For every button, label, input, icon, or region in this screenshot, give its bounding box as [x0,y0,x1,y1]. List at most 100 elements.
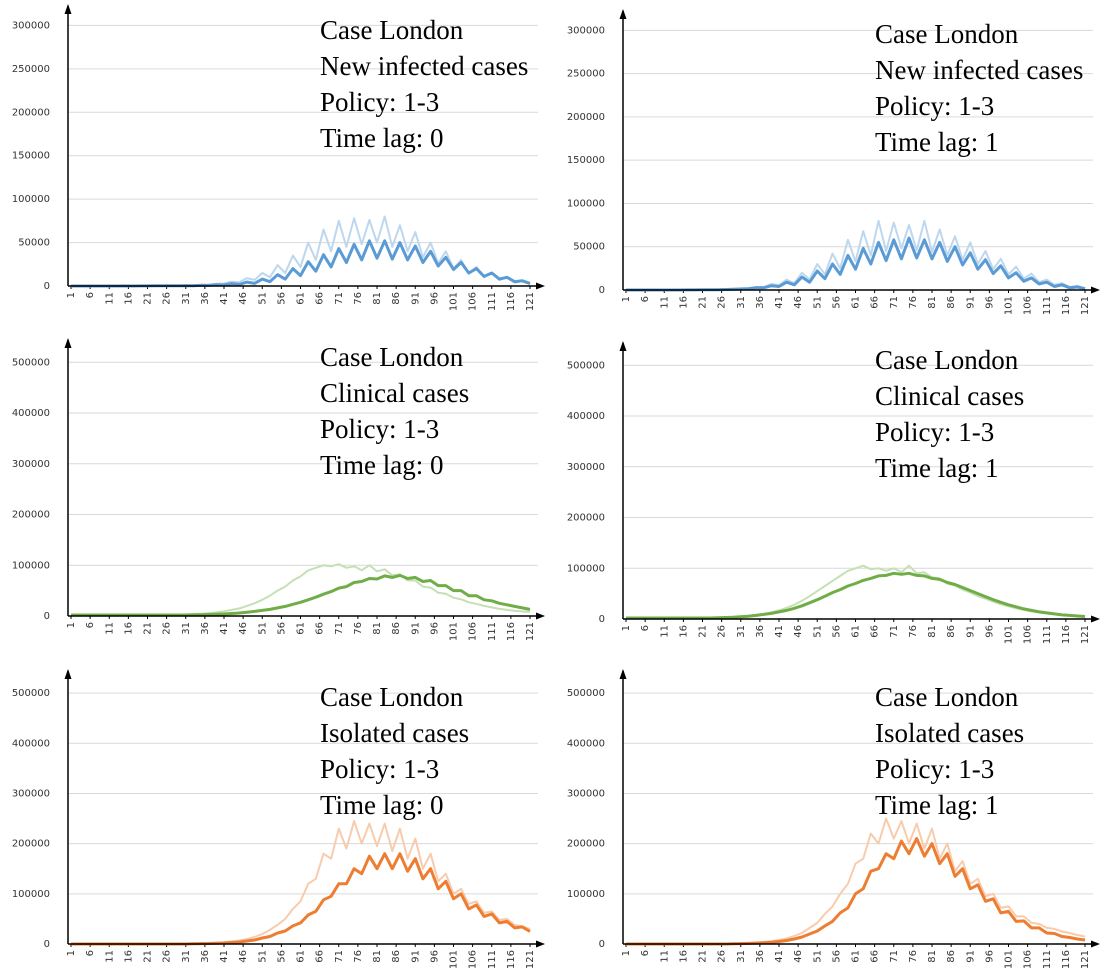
x-tick-label: 41 [219,950,230,963]
x-tick-label: 16 [123,950,134,963]
y-tick-label: 500000 [12,688,50,699]
y-tick-label: 100000 [567,889,605,900]
x-tick-label: 6 [640,625,651,631]
y-tick-label: 0 [599,285,605,296]
x-axis-arrow [536,612,545,620]
x-tick-label: 26 [162,292,173,305]
x-tick-label: 26 [717,625,728,638]
x-tick-label: 61 [851,950,862,963]
annotation: Case London [875,19,1019,49]
x-tick-label: 51 [812,296,823,309]
x-tick-label: 121 [1080,625,1091,644]
x-tick-label: 61 [296,622,307,635]
x-tick-label: 111 [1042,625,1053,644]
series-line [626,837,1086,946]
x-tick-label: 31 [736,625,747,638]
x-axis-arrow [536,940,545,948]
series-line [626,817,1086,945]
y-tick-label: 300000 [12,20,50,31]
x-tick-label: 41 [219,292,230,305]
x-tick-label: 41 [774,950,785,963]
y-tick-label: 200000 [12,510,50,521]
x-tick-label: 11 [104,292,115,305]
x-tick-label: 1 [66,950,77,956]
y-tick-label: 300000 [12,459,50,470]
x-tick-label: 11 [659,950,670,963]
annotation: Policy: 1-3 [320,754,439,784]
x-tick-label: 111 [1042,296,1053,315]
x-tick-label: 21 [143,622,154,635]
x-tick-label: 41 [774,296,785,309]
x-tick-label: 21 [698,625,709,638]
x-tick-label: 31 [736,950,747,963]
y-tick-label: 300000 [567,25,605,36]
x-tick-label: 106 [1023,625,1034,644]
x-tick-label: 71 [334,950,345,963]
annotation: Clinical cases [320,378,469,408]
x-tick-label: 16 [123,292,134,305]
x-tick-label: 116 [506,292,517,311]
x-tick-label: 116 [1061,625,1072,644]
annotation: Time lag: 1 [875,453,999,483]
x-tick-label: 31 [736,296,747,309]
annotation: Case London [320,15,464,45]
x-tick-label: 11 [659,296,670,309]
x-tick-label: 16 [678,625,689,638]
y-tick-label: 100000 [567,198,605,209]
x-tick-label: 21 [143,950,154,963]
x-tick-label: 96 [984,625,995,638]
y-tick-label: 500000 [12,357,50,368]
x-tick-label: 121 [525,950,536,969]
x-tick-label: 81 [372,950,383,963]
x-tick-label: 36 [755,625,766,638]
x-tick-label: 76 [908,625,919,638]
y-axis-arrow [619,9,627,19]
y-tick-label: 0 [599,614,605,625]
series-line [71,239,531,288]
x-tick-label: 6 [640,296,651,302]
x-tick-label: 36 [755,950,766,963]
x-tick-label: 16 [678,296,689,309]
y-tick-label: 150000 [12,151,50,162]
x-tick-label: 81 [372,622,383,635]
x-tick-label: 101 [449,950,460,969]
series-line [71,820,531,945]
x-tick-label: 36 [200,622,211,635]
annotation: Isolated cases [875,718,1024,748]
x-tick-label: 96 [429,622,440,635]
annotation: Time lag: 0 [320,123,444,153]
x-tick-label: 51 [812,625,823,638]
x-tick-label: 106 [1023,950,1034,969]
annotation: Case London [875,682,1019,712]
series-line [626,564,1086,619]
x-tick-label: 66 [315,292,326,305]
x-tick-label: 66 [870,296,881,309]
x-tick-label: 76 [353,292,364,305]
x-tick-label: 1 [621,950,632,956]
x-tick-label: 21 [698,950,709,963]
x-tick-label: 101 [449,622,460,641]
x-tick-label: 101 [1004,296,1015,315]
annotation: Time lag: 1 [875,127,999,157]
x-tick-label: 101 [449,292,460,311]
x-tick-label: 106 [468,622,479,641]
annotation: Case London [875,345,1019,375]
x-tick-label: 116 [1061,296,1072,315]
annotation: Case London [320,342,464,372]
x-tick-label: 1 [621,625,632,631]
y-tick-label: 400000 [567,411,605,422]
x-tick-label: 16 [123,622,134,635]
x-tick-label: 56 [276,950,287,963]
x-tick-label: 106 [468,292,479,311]
x-tick-label: 31 [181,622,192,635]
series-line [626,236,1086,292]
x-tick-label: 1 [66,622,77,628]
y-axis-arrow [64,4,72,14]
y-tick-label: 400000 [12,738,50,749]
x-tick-label: 86 [946,625,957,638]
annotation: Policy: 1-3 [875,91,994,121]
series-line [71,573,531,617]
x-tick-label: 116 [506,950,517,969]
